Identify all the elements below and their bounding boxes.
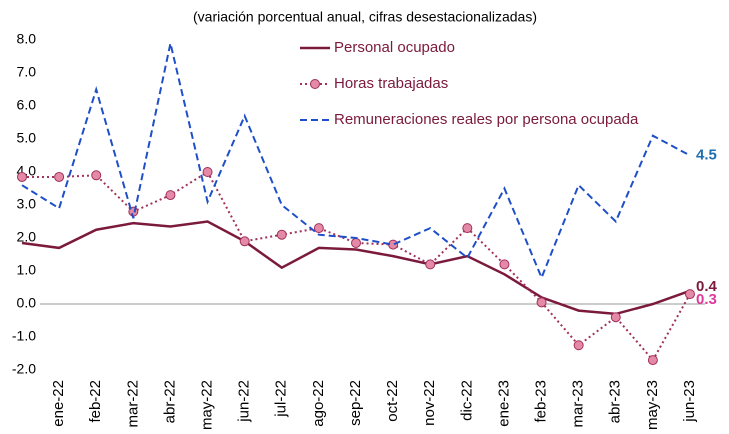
y-tick-label: 0.0 — [17, 295, 37, 311]
series-line — [21, 220, 691, 316]
y-tick-label: -1.0 — [12, 328, 36, 344]
x-tick-label: jul-22 — [273, 380, 290, 418]
x-tick-label: ene-23 — [495, 380, 512, 427]
series-marker — [573, 340, 584, 351]
y-tick-label: 5.0 — [17, 130, 37, 146]
legend-label: Remuneraciones reales por persona ocupad… — [334, 111, 639, 128]
series-marker — [610, 312, 621, 323]
x-tick-label: feb-22 — [87, 380, 104, 423]
series-line — [22, 170, 691, 362]
series-marker — [536, 297, 547, 308]
x-tick-label: may-23 — [644, 380, 661, 430]
x-tick-label: jun-22 — [236, 380, 253, 423]
y-tick-label: -2.0 — [12, 361, 36, 377]
legend-label: Personal ocupado — [334, 39, 455, 56]
x-tick-label: feb-23 — [533, 380, 550, 423]
y-tick-label: 8.0 — [17, 31, 37, 47]
y-tick-label: 7.0 — [17, 64, 37, 80]
x-tick-label: jun-23 — [681, 380, 698, 423]
legend-label: Horas trabajadas — [334, 75, 448, 92]
series-marker — [351, 237, 361, 248]
x-tick-label: may-22 — [199, 380, 216, 430]
series-marker — [425, 259, 436, 270]
x-tick-label: abr-22 — [161, 380, 178, 423]
series-marker — [499, 259, 510, 270]
y-tick-label: 3.0 — [17, 196, 37, 212]
x-tick-label: dic-22 — [458, 380, 475, 421]
series-marker — [54, 171, 65, 182]
series-marker — [17, 171, 27, 182]
x-tick-label: nov-22 — [421, 380, 438, 426]
series-marker — [202, 167, 213, 177]
series-marker — [239, 236, 250, 247]
series-marker — [462, 223, 473, 234]
x-tick-label: ago-22 — [310, 380, 327, 427]
series-marker — [313, 223, 324, 234]
series-marker — [91, 170, 102, 181]
x-tick-label: sep-22 — [347, 380, 364, 426]
y-tick-label: 6.0 — [17, 97, 37, 113]
series-marker — [276, 229, 287, 240]
data-label: 0.3 — [696, 291, 717, 308]
data-label: 4.5 — [696, 146, 717, 163]
legend-marker — [310, 79, 320, 89]
series-marker — [685, 289, 695, 300]
x-tick-label: mar-22 — [124, 380, 141, 428]
x-tick-label: ene-22 — [50, 380, 67, 427]
x-tick-label: abr-23 — [607, 380, 624, 423]
x-tick-label: mar-23 — [570, 380, 587, 428]
data-label: 0.4 — [696, 278, 718, 295]
series-marker — [647, 355, 658, 366]
chart-subtitle: (variación porcentual anual, cifras dese… — [193, 9, 537, 25]
y-tick-label: 2.0 — [17, 229, 37, 245]
series-line — [21, 43, 691, 281]
y-tick-label: 1.0 — [17, 262, 37, 278]
x-tick-label: oct-22 — [384, 380, 401, 422]
series-marker — [165, 190, 176, 201]
